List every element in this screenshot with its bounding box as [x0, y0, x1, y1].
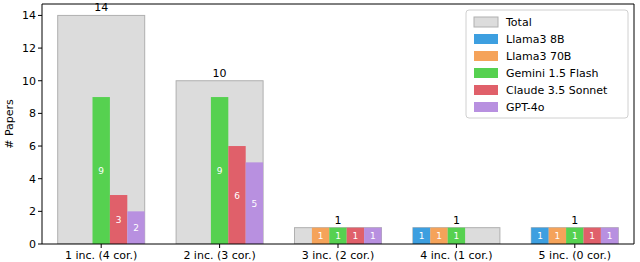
legend-swatch	[474, 34, 498, 44]
model-bar	[127, 211, 144, 244]
total-bar	[176, 81, 263, 244]
model-bar	[347, 228, 364, 244]
total-label: 1	[453, 214, 460, 227]
bar-label: 1	[436, 231, 442, 241]
y-tick-label: 0	[29, 238, 36, 251]
legend: Total Llama3 8B Llama3 70B Gemini 1.5 Flash…	[466, 10, 628, 118]
bar-label: 1	[419, 231, 425, 241]
x-tick-label: 4 inc. (1 cor.)	[420, 249, 492, 262]
y-tick	[38, 244, 42, 245]
y-axis-label: # Papers	[3, 99, 16, 149]
bar-label: 3	[116, 215, 122, 225]
model-bar	[364, 228, 381, 244]
legend-label: Llama3 70B	[506, 50, 571, 63]
bar-label: 1	[335, 231, 341, 241]
legend-label: Gemini 1.5 Flash	[506, 67, 598, 80]
bar-label: 6	[234, 191, 240, 201]
model-bar	[584, 228, 601, 244]
y-axis	[42, 4, 43, 244]
legend-swatch	[474, 17, 498, 27]
model-bar	[531, 228, 548, 244]
y-tick-label: 10	[22, 75, 36, 88]
chart: 1410111111119911136112511024681012141 in…	[0, 0, 640, 262]
x-tick	[101, 244, 102, 248]
model-bar	[110, 195, 127, 244]
y-tick	[38, 178, 42, 179]
frame-top	[42, 4, 634, 5]
model-bar	[246, 162, 263, 244]
legend-swatch	[474, 51, 498, 61]
bar-label: 2	[133, 223, 139, 233]
legend-label: Llama3 8B	[506, 33, 564, 46]
model-bar	[448, 228, 465, 244]
model-bar	[430, 228, 447, 244]
y-tick	[38, 113, 42, 114]
total-bar	[58, 15, 145, 244]
model-bar	[211, 97, 228, 244]
y-tick	[38, 15, 42, 16]
legend-label: Claude 3.5 Sonnet	[506, 84, 608, 97]
y-tick	[38, 80, 42, 81]
bar-label: 1	[353, 231, 359, 241]
y-tick-label: 8	[29, 107, 36, 120]
bar-label: 1	[537, 231, 543, 241]
legend-swatch	[474, 102, 498, 112]
y-tick-label: 6	[29, 140, 36, 153]
total-label: 1	[571, 214, 578, 227]
y-tick	[38, 211, 42, 212]
model-bar	[93, 97, 110, 244]
legend-box	[466, 10, 628, 118]
model-bar	[601, 228, 618, 244]
model-bar	[413, 228, 430, 244]
bar-label: 1	[370, 231, 376, 241]
bar-label: 5	[252, 199, 258, 209]
model-bar	[549, 228, 566, 244]
bar-label: 1	[454, 231, 460, 241]
x-tick	[456, 244, 457, 248]
legend-swatch	[474, 68, 498, 78]
bar-label: 1	[555, 231, 561, 241]
x-tick-label: 5 inc. (0 cor.)	[539, 249, 611, 262]
bar-label: 9	[217, 166, 223, 176]
bar-label: 1	[607, 231, 613, 241]
legend-swatch	[474, 85, 498, 95]
total-bar	[531, 228, 618, 244]
bars	[58, 15, 619, 244]
total-label: 1	[335, 214, 342, 227]
y-tick	[38, 48, 42, 49]
x-tick	[574, 244, 575, 248]
model-bar	[329, 228, 346, 244]
legend-label: Total	[505, 16, 532, 29]
x-tick	[219, 244, 220, 248]
x-tick	[338, 244, 339, 248]
y-tick-label: 2	[29, 205, 36, 218]
y-tick	[38, 146, 42, 147]
model-bar	[566, 228, 583, 244]
x-tick-label: 3 inc. (2 cor.)	[302, 249, 374, 262]
total-bar	[295, 228, 382, 244]
model-bar	[312, 228, 329, 244]
y-tick-label: 12	[22, 42, 36, 55]
x-tick-label: 2 inc. (3 cor.)	[183, 249, 255, 262]
bar-label: 1	[318, 231, 324, 241]
y-tick-label: 14	[22, 9, 36, 22]
bar-label: 9	[98, 166, 104, 176]
y-tick-label: 4	[29, 173, 36, 186]
bar-label: 1	[589, 231, 595, 241]
frame-right	[634, 4, 635, 244]
data-labels: 1410111111119911136112511	[94, 1, 612, 241]
model-bar	[228, 146, 245, 244]
x-tick-label: 1 inc. (4 cor.)	[65, 249, 137, 262]
total-bar	[413, 228, 500, 244]
total-label: 10	[213, 67, 227, 80]
total-label: 14	[94, 1, 108, 14]
bar-label: 1	[572, 231, 578, 241]
legend-label: GPT-4o	[506, 101, 545, 114]
